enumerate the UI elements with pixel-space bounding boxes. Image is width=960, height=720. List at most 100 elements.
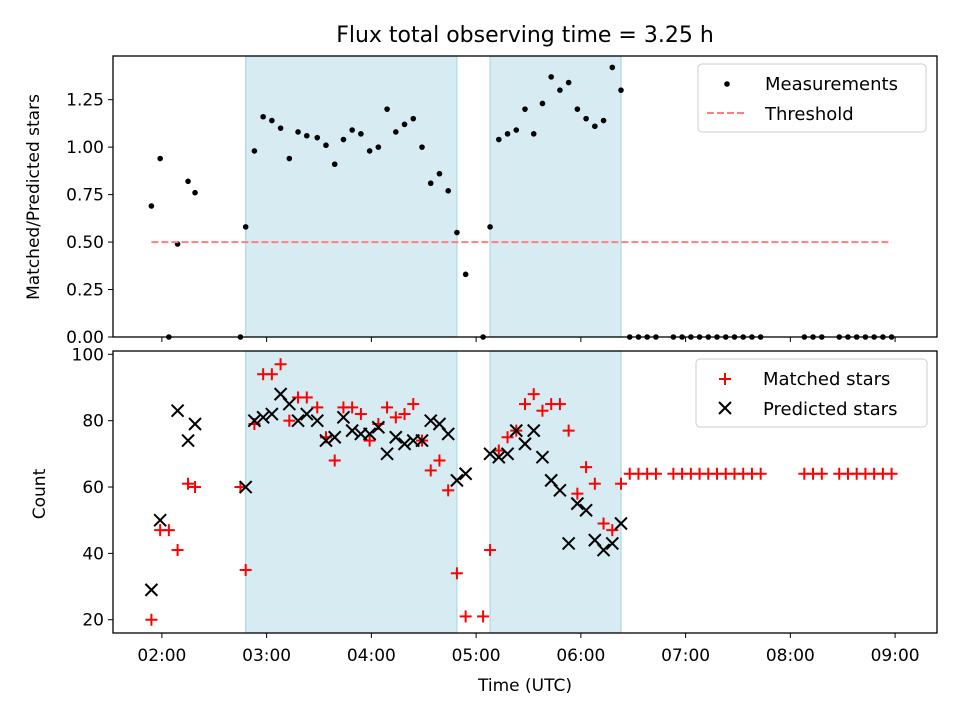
- shaded-interval-1: [245, 55, 458, 338]
- measurements-point: [314, 134, 321, 141]
- matched-stars-point: [477, 610, 490, 623]
- matched-stars-point: [606, 524, 619, 537]
- predicted-stars-point: [614, 516, 628, 531]
- measurements-point: [496, 136, 502, 143]
- measurements-point: [427, 180, 434, 187]
- predicted-stars-point: [561, 536, 576, 551]
- x-tick-label: 06:00: [556, 646, 605, 666]
- matched-stars-point: [283, 414, 296, 427]
- y-tick-label: 20: [82, 611, 104, 631]
- legend-marker-matched-stars: [719, 373, 731, 385]
- predicted-stars-point: [144, 583, 159, 597]
- y-tick-label: 0.75: [66, 186, 104, 206]
- chart-title: Flux total observing time = 3.25 h: [336, 23, 714, 48]
- predicted-stars-point: [170, 404, 185, 418]
- top-axes-frame: [112, 55, 938, 338]
- top-x-ticks: [161, 337, 896, 342]
- legend-label-matched-stars: Matched stars: [763, 369, 890, 390]
- predicted-stars-point: [181, 433, 195, 448]
- legend-label-predicted-stars: Predicted stars: [763, 399, 897, 420]
- matched-stars-point: [189, 481, 202, 494]
- measurements-point: [366, 148, 373, 154]
- shaded-interval-1: [245, 350, 458, 634]
- matched-stars-point: [398, 408, 411, 421]
- measurements-point: [260, 113, 266, 120]
- measurements-point: [251, 148, 258, 154]
- predicted-stars-point: [415, 433, 429, 448]
- predicted-stars-point: [389, 430, 403, 444]
- measurements-point: [393, 129, 399, 135]
- measurements-point: [487, 224, 493, 230]
- matched-stars-point: [754, 467, 767, 480]
- predicted-stars-point: [380, 447, 394, 461]
- x-tick-label: 05:00: [452, 646, 501, 666]
- matched-stars-point: [501, 431, 514, 444]
- legend-marker-measurements: [724, 81, 730, 87]
- measurements-point: [242, 224, 249, 230]
- matched-stars-point: [145, 613, 158, 626]
- legend-marker-predicted-stars: [718, 401, 732, 415]
- matched-stars-point: [597, 517, 610, 530]
- matched-stars-point: [588, 477, 601, 490]
- measurements-point: [565, 79, 572, 86]
- predicted-stars-point: [291, 413, 305, 428]
- bottom-legend: Matched stars Predicted stars: [695, 358, 928, 428]
- measurements-point: [618, 87, 624, 93]
- matched-stars-point: [536, 404, 549, 417]
- predicted-stars-point: [500, 447, 515, 461]
- bottom-shaded-intervals: [245, 350, 622, 634]
- measurements-point: [303, 132, 310, 139]
- measurements-point: [445, 188, 451, 194]
- top-y-axis-label: Matched/Predicted stars: [24, 94, 44, 300]
- matched-stars-point: [274, 358, 287, 371]
- predicted-stars-point: [397, 437, 412, 451]
- measurements-point: [295, 129, 301, 135]
- measurements-point: [583, 115, 589, 122]
- top-legend-box: [697, 63, 927, 133]
- top-y-ticks: 0.00 0.25 0.50 0.75 1.00 1.25: [66, 91, 113, 348]
- predicted-stars-point: [458, 467, 473, 481]
- matched-stars-point: [346, 401, 359, 414]
- matched-stars-point: [527, 388, 540, 401]
- y-tick-label: 1.25: [66, 91, 104, 111]
- measurements-point: [157, 155, 163, 162]
- bottom-y-ticks: 20 40 60 80 100: [72, 345, 113, 631]
- predicted-stars-point: [256, 410, 270, 425]
- measurements-point: [462, 271, 469, 278]
- measurements-point: [600, 117, 607, 124]
- measurements-point: [574, 106, 581, 112]
- predicted-stars-point: [492, 450, 506, 464]
- predicted-stars-point: [579, 503, 593, 517]
- matched-stars-point: [484, 544, 497, 557]
- predicted-stars-point: [518, 437, 532, 451]
- predicted-stars-point: [450, 473, 464, 488]
- predicted-stars-point: [265, 407, 279, 421]
- legend-label-measurements: Measurements: [765, 74, 898, 95]
- x-tick-label: 03:00: [242, 646, 291, 666]
- matched-stars-point: [389, 411, 402, 424]
- matched-stars-point: [459, 610, 472, 623]
- predicted-stars-point: [424, 413, 438, 428]
- matched-stars-point: [815, 467, 828, 480]
- matched-stars-point: [311, 401, 324, 414]
- legend-label-threshold: Threshold: [764, 104, 854, 125]
- predicted-stars-point: [362, 427, 377, 441]
- predicted-stars-point: [483, 447, 497, 461]
- y-tick-label: 1.00: [66, 138, 104, 158]
- matched-stars-point: [407, 398, 420, 411]
- x-tick-label: 08:00: [766, 646, 815, 666]
- bottom-x-ticks: 02:00 03:00 04:00 05:00 06:00 07:00 08:00 09:00: [137, 633, 920, 666]
- measurements-point: [277, 125, 284, 131]
- measurements-point: [358, 131, 364, 137]
- predicted-stars-point: [188, 417, 202, 431]
- measurements-point: [286, 155, 293, 162]
- x-tick-label: 04:00: [347, 646, 396, 666]
- measurements-point: [530, 131, 537, 137]
- measurements-point: [340, 136, 347, 143]
- predicted-stars-point: [596, 543, 611, 557]
- top-panel: 0.00 0.25 0.50 0.75 1.00 1.25 Matched/Predict…: [24, 55, 938, 348]
- measurements-point: [331, 161, 338, 168]
- predicted-stars-point: [300, 407, 314, 421]
- x-axis-label: Time (UTC): [477, 676, 572, 696]
- y-tick-label: 100: [72, 345, 104, 365]
